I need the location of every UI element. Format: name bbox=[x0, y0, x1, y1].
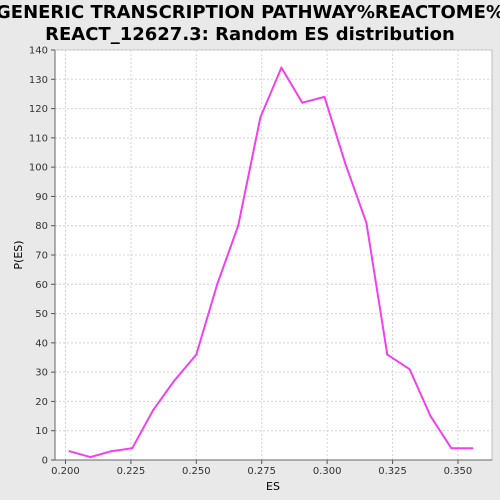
y-tick-label: 120 bbox=[29, 104, 48, 115]
y-tick-label: 20 bbox=[35, 397, 48, 408]
data-point bbox=[131, 447, 134, 450]
y-tick-label: 0 bbox=[42, 456, 48, 467]
data-point bbox=[110, 450, 113, 453]
x-tick-label: 0.275 bbox=[247, 466, 276, 477]
chart-title-line-2: REACT_12627.3: Random ES distribution bbox=[45, 24, 455, 45]
data-point bbox=[152, 409, 155, 412]
y-tick-label: 80 bbox=[35, 221, 48, 232]
x-tick-label: 0.300 bbox=[313, 466, 342, 477]
data-point bbox=[429, 415, 432, 418]
x-tick-label: 0.350 bbox=[444, 466, 473, 477]
axes bbox=[51, 49, 492, 464]
data-point bbox=[301, 101, 304, 104]
data-point bbox=[344, 163, 347, 166]
y-axis-label: P(ES) bbox=[12, 240, 25, 269]
data-point bbox=[408, 368, 411, 371]
tick-labels: 0 10 20 30 40 50 60 70 80 90 100 110 120 130 140 0.200 0… bbox=[29, 46, 472, 478]
x-tick-label: 0.200 bbox=[51, 466, 80, 477]
data-point bbox=[195, 353, 198, 356]
data-point bbox=[216, 283, 219, 286]
y-tick-label: 110 bbox=[29, 133, 48, 144]
x-tick-label: 0.225 bbox=[117, 466, 146, 477]
y-tick-label: 10 bbox=[35, 426, 48, 437]
data-point bbox=[68, 450, 71, 453]
data-point bbox=[89, 456, 92, 459]
grid-lines bbox=[55, 49, 492, 460]
data-point bbox=[450, 447, 453, 450]
data-point bbox=[365, 221, 368, 224]
data-point bbox=[323, 95, 326, 98]
y-tick-label: 90 bbox=[35, 192, 48, 203]
y-tick-label: 100 bbox=[29, 163, 48, 174]
y-tick-label: 50 bbox=[35, 309, 48, 320]
data-point bbox=[280, 66, 283, 69]
data-point bbox=[173, 379, 176, 382]
y-tick-label: 140 bbox=[29, 46, 48, 57]
x-axis-label: ES bbox=[266, 480, 280, 493]
data-point bbox=[471, 447, 474, 450]
y-tick-label: 40 bbox=[35, 338, 48, 349]
series-line bbox=[69, 66, 473, 459]
x-tick-label: 0.325 bbox=[378, 466, 407, 477]
data-point bbox=[237, 224, 240, 227]
series-layer bbox=[68, 66, 474, 459]
y-tick-label: 70 bbox=[35, 251, 48, 262]
y-tick-label: 30 bbox=[35, 368, 48, 379]
data-point bbox=[259, 116, 262, 119]
x-tick-label: 0.250 bbox=[182, 466, 211, 477]
data-point bbox=[386, 353, 389, 356]
y-tick-label: 60 bbox=[35, 280, 48, 291]
chart-title-line-1: GENERIC TRANSCRIPTION PATHWAY%REACTOME% bbox=[0, 2, 500, 23]
y-tick-label: 130 bbox=[29, 75, 48, 86]
